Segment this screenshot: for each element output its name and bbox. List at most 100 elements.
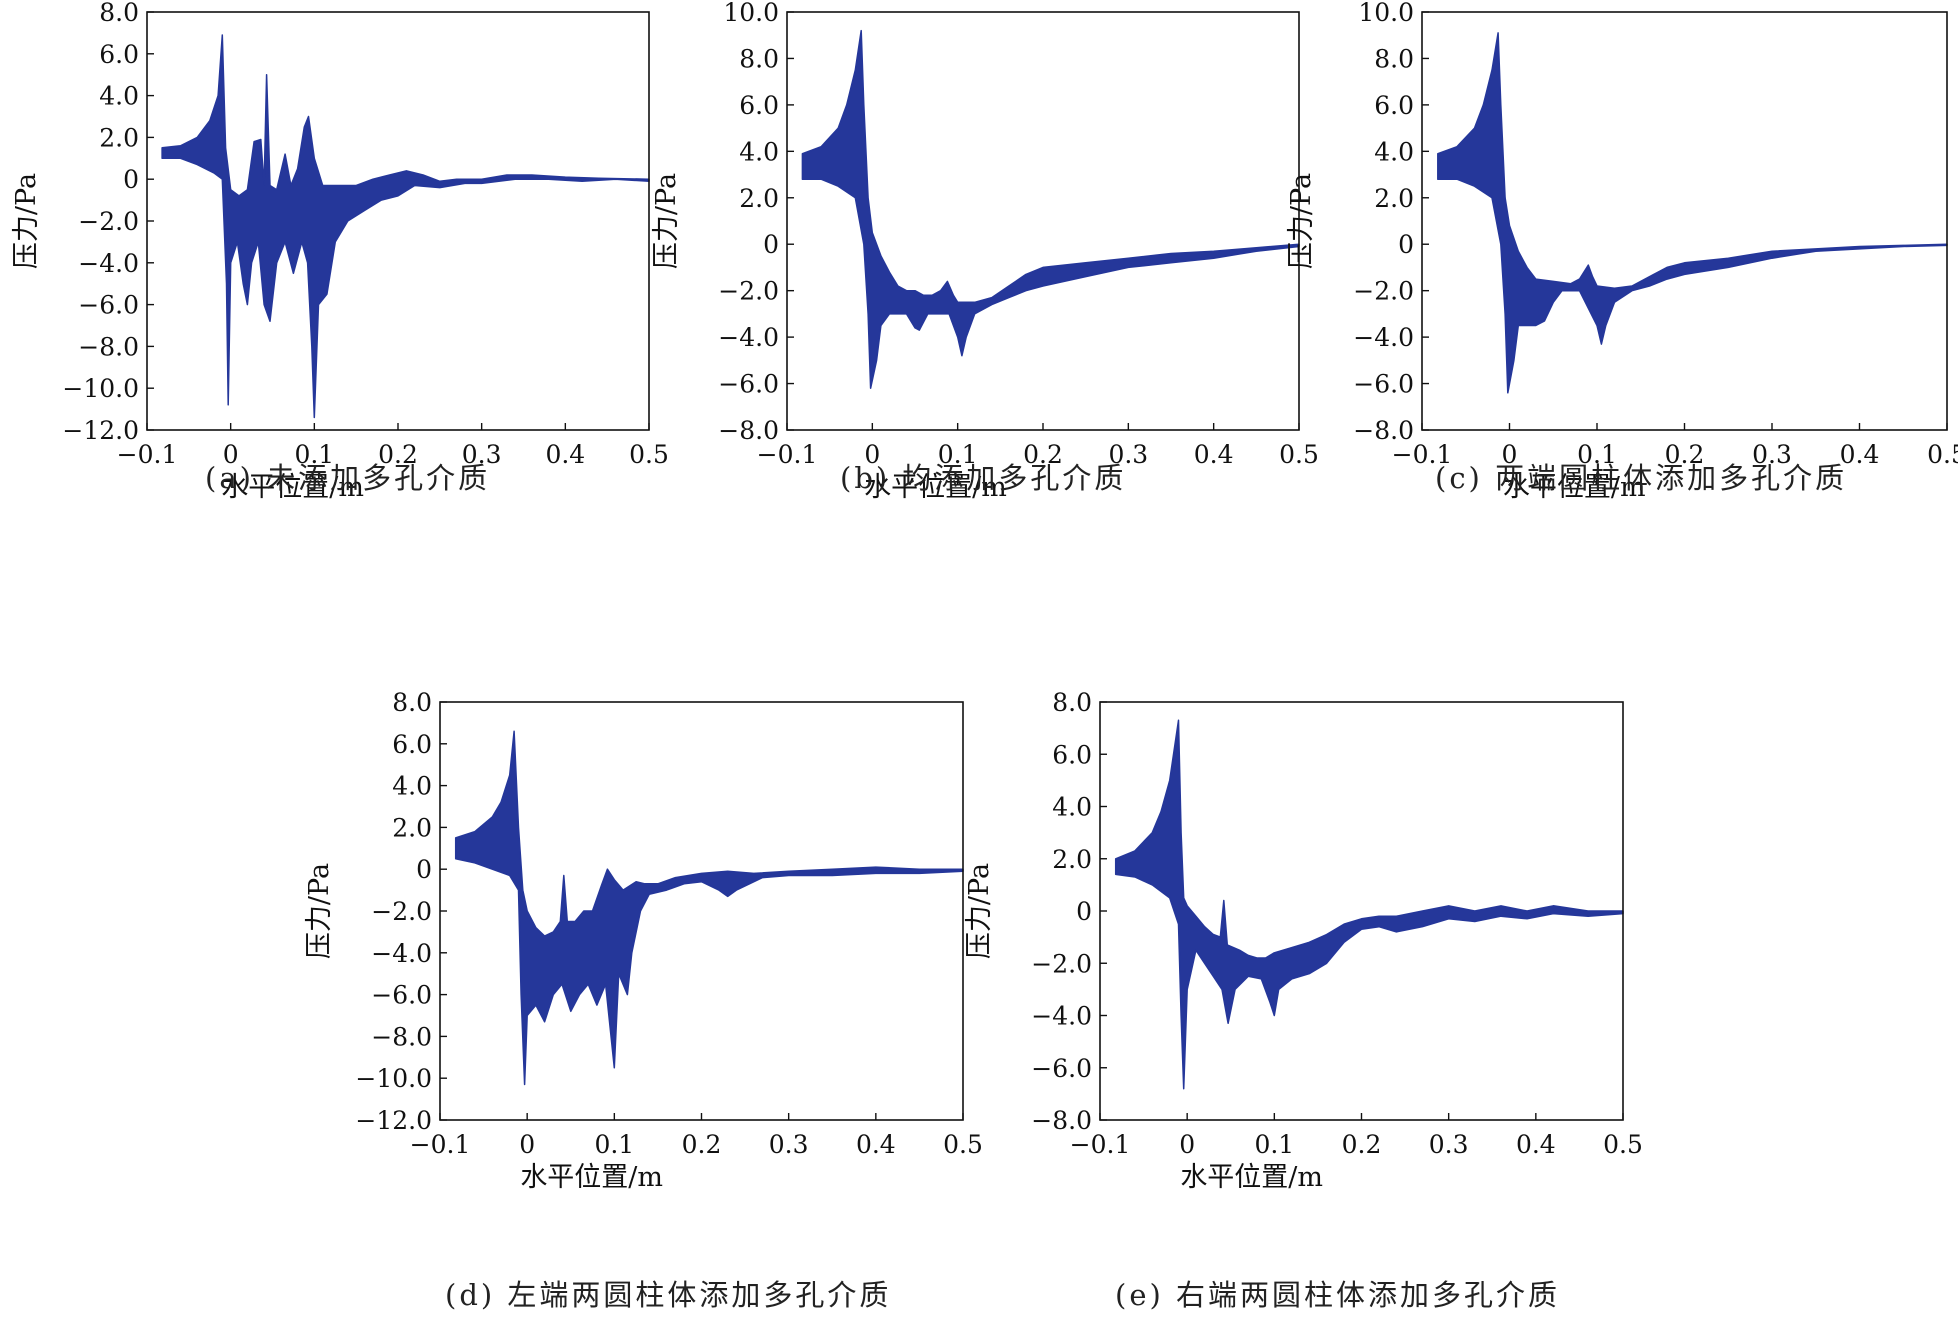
pressure-band-d bbox=[454, 730, 964, 1086]
y-axis-title-e: 压力/Pa bbox=[964, 863, 995, 959]
chart-panel-b: −0.1 0 0.1 0.2 0.3 0.4 0.5 10.0 8.0 6.0 4.0 2.0 0 −2.… bbox=[650, 0, 1319, 503]
x-tick-label-b-5: 0.4 bbox=[1194, 440, 1234, 469]
pressure-band-b bbox=[801, 29, 1300, 389]
chart-panel-c: −0.1 0 0.1 0.2 0.3 0.4 0.5 10.0 8.0 6.0 4.0 2.0 0 −2.… bbox=[1285, 0, 1958, 503]
chart-panel-a: −0.1 0 0.1 0.2 0.3 0.4 0.5 8.0 6.0 4.0 2.0 0 −2.0 −4.… bbox=[0, 0, 669, 503]
y-tick-label-d-2: 4.0 bbox=[392, 772, 432, 801]
x-axis-title-b: 水平位置/m bbox=[864, 472, 1007, 503]
y-tick-label-e-8: −8.0 bbox=[1031, 1106, 1092, 1135]
y-tick-label-d-3: 2.0 bbox=[392, 813, 432, 842]
y-tick-label-b-4: 2.0 bbox=[739, 184, 779, 213]
y-tick-label-c-6: −2.0 bbox=[1353, 277, 1414, 306]
x-tick-label-d-3: 0.2 bbox=[682, 1130, 722, 1159]
y-tick-label-d-0: 8.0 bbox=[392, 688, 432, 717]
y-tick-label-b-0: 10.0 bbox=[723, 0, 779, 27]
y-tick-label-a-10: −12.0 bbox=[62, 416, 139, 445]
y-tick-label-e-2: 4.0 bbox=[1052, 793, 1092, 822]
caption-d: (d) 左端两圆柱体添加多孔介质 bbox=[445, 1278, 892, 1312]
y-tick-label-b-3: 4.0 bbox=[739, 137, 779, 166]
y-tick-label-b-1: 8.0 bbox=[739, 44, 779, 73]
x-tick-label-e-2: 0.1 bbox=[1254, 1130, 1294, 1159]
y-tick-label-d-4: 0 bbox=[416, 855, 432, 884]
pressure-band-c bbox=[1437, 32, 1948, 394]
y-tick-label-a-9: −10.0 bbox=[62, 374, 139, 403]
y-tick-label-b-8: −6.0 bbox=[718, 370, 779, 399]
x-tick-label-b-0: −0.1 bbox=[757, 440, 818, 469]
y-tick-label-d-9: −10.0 bbox=[355, 1064, 432, 1093]
y-tick-label-a-3: 2.0 bbox=[99, 123, 139, 152]
pressure-band-a bbox=[161, 34, 650, 419]
x-tick-label-d-6: 0.5 bbox=[943, 1130, 983, 1159]
y-tick-label-d-8: −8.0 bbox=[371, 1022, 432, 1051]
x-tick-label-d-0: −0.1 bbox=[410, 1130, 471, 1159]
x-tick-label-a-4: 0.3 bbox=[462, 440, 502, 469]
y-tick-label-b-6: −2.0 bbox=[718, 277, 779, 306]
x-tick-label-d-4: 0.3 bbox=[769, 1130, 809, 1159]
x-tick-label-e-4: 0.3 bbox=[1429, 1130, 1469, 1159]
y-tick-label-e-6: −4.0 bbox=[1031, 1002, 1092, 1031]
x-tick-label-d-2: 0.1 bbox=[594, 1130, 634, 1159]
y-tick-label-e-0: 8.0 bbox=[1052, 688, 1092, 717]
chart-c-svg: −0.1 0 0.1 0.2 0.3 0.4 0.5 10.0 8.0 6.0 4.0 2.0 0 −2.… bbox=[1286, 0, 1958, 503]
x-axis-title-d: 水平位置/m bbox=[520, 1162, 663, 1193]
x-axis-title-c: 水平位置/m bbox=[1503, 472, 1646, 503]
y-axis-title-d: 压力/Pa bbox=[304, 863, 335, 959]
y-tick-label-a-2: 4.0 bbox=[99, 82, 139, 111]
chart-e-svg: −0.1 0 0.1 0.2 0.3 0.4 0.5 8.0 6.0 4.0 2.0 0 −2.0 −4.… bbox=[964, 688, 1643, 1193]
x-tick-label-c-3: 0.2 bbox=[1665, 440, 1705, 469]
x-tick-label-b-1: 0 bbox=[864, 440, 880, 469]
y-tick-label-c-5: 0 bbox=[1398, 230, 1414, 259]
y-tick-label-d-10: −12.0 bbox=[355, 1106, 432, 1135]
x-tick-label-b-4: 0.3 bbox=[1108, 440, 1148, 469]
y-tick-label-e-4: 0 bbox=[1076, 897, 1092, 926]
x-tick-label-b-6: 0.5 bbox=[1279, 440, 1319, 469]
x-tick-label-a-5: 0.4 bbox=[545, 440, 585, 469]
y-tick-label-c-9: −8.0 bbox=[1353, 416, 1414, 445]
x-tick-label-d-5: 0.4 bbox=[856, 1130, 896, 1159]
chart-panel-d: −0.1 0 0.1 0.2 0.3 0.4 0.5 8.0 6.0 4.0 2.0 0 −2.0 −4.… bbox=[300, 688, 983, 1318]
y-axis-title-b: 压力/Pa bbox=[651, 173, 682, 269]
y-tick-label-a-4: 0 bbox=[123, 165, 139, 194]
chart-panel-e: −0.1 0 0.1 0.2 0.3 0.4 0.5 8.0 6.0 4.0 2.0 0 −2.0 −4.… bbox=[964, 688, 1650, 1318]
x-tick-label-a-0: −0.1 bbox=[117, 440, 178, 469]
y-tick-label-b-9: −8.0 bbox=[718, 416, 779, 445]
y-tick-label-e-1: 6.0 bbox=[1052, 740, 1092, 769]
x-axis-title-e: 水平位置/m bbox=[1180, 1162, 1323, 1193]
y-tick-label-b-7: −4.0 bbox=[718, 323, 779, 352]
y-tick-label-e-5: −2.0 bbox=[1031, 949, 1092, 978]
x-tick-label-e-1: 0 bbox=[1179, 1130, 1195, 1159]
x-tick-label-b-3: 0.2 bbox=[1023, 440, 1063, 469]
caption-c: (c) 两端圆柱体添加多孔介质 bbox=[1435, 461, 1848, 495]
x-tick-label-c-1: 0 bbox=[1502, 440, 1518, 469]
x-tick-label-c-4: 0.3 bbox=[1752, 440, 1792, 469]
x-axis-title-a: 水平位置/m bbox=[221, 472, 364, 503]
x-tick-label-c-2: 0.1 bbox=[1577, 440, 1617, 469]
y-tick-label-d-1: 6.0 bbox=[392, 730, 432, 759]
y-tick-label-e-3: 2.0 bbox=[1052, 845, 1092, 874]
x-tick-label-b-2: 0.1 bbox=[938, 440, 978, 469]
y-tick-label-d-6: −4.0 bbox=[371, 939, 432, 968]
y-tick-label-c-3: 4.0 bbox=[1374, 137, 1414, 166]
chart-b-svg: −0.1 0 0.1 0.2 0.3 0.4 0.5 10.0 8.0 6.0 4.0 2.0 0 −2.… bbox=[651, 0, 1319, 503]
x-tick-label-a-3: 0.2 bbox=[378, 440, 418, 469]
y-axis-title-c: 压力/Pa bbox=[1286, 173, 1317, 269]
y-tick-label-a-8: −8.0 bbox=[78, 332, 139, 361]
y-tick-label-a-7: −6.0 bbox=[78, 291, 139, 320]
chart-a-svg: −0.1 0 0.1 0.2 0.3 0.4 0.5 8.0 6.0 4.0 2.0 0 −2.0 −4.… bbox=[11, 0, 669, 503]
chart-d-svg: −0.1 0 0.1 0.2 0.3 0.4 0.5 8.0 6.0 4.0 2.0 0 −2.0 −4.… bbox=[304, 688, 983, 1193]
x-tick-label-a-1: 0 bbox=[223, 440, 239, 469]
x-tick-label-a-2: 0.1 bbox=[294, 440, 334, 469]
y-tick-label-e-7: −6.0 bbox=[1031, 1054, 1092, 1083]
x-tick-label-a-6: 0.5 bbox=[629, 440, 669, 469]
x-tick-label-e-0: −0.1 bbox=[1070, 1130, 1131, 1159]
y-tick-label-b-5: 0 bbox=[763, 230, 779, 259]
y-tick-label-a-0: 8.0 bbox=[99, 0, 139, 27]
x-tick-label-c-0: −0.1 bbox=[1392, 440, 1453, 469]
y-tick-label-b-2: 6.0 bbox=[739, 91, 779, 120]
x-tick-label-e-5: 0.4 bbox=[1516, 1130, 1556, 1159]
caption-b: (b) 均添加多孔介质 bbox=[840, 461, 1127, 495]
y-tick-label-a-1: 6.0 bbox=[99, 40, 139, 69]
y-tick-label-a-5: −2.0 bbox=[78, 207, 139, 236]
y-axis-title-a: 压力/Pa bbox=[11, 173, 42, 269]
caption-e: (e) 右端两圆柱体添加多孔介质 bbox=[1115, 1278, 1561, 1312]
